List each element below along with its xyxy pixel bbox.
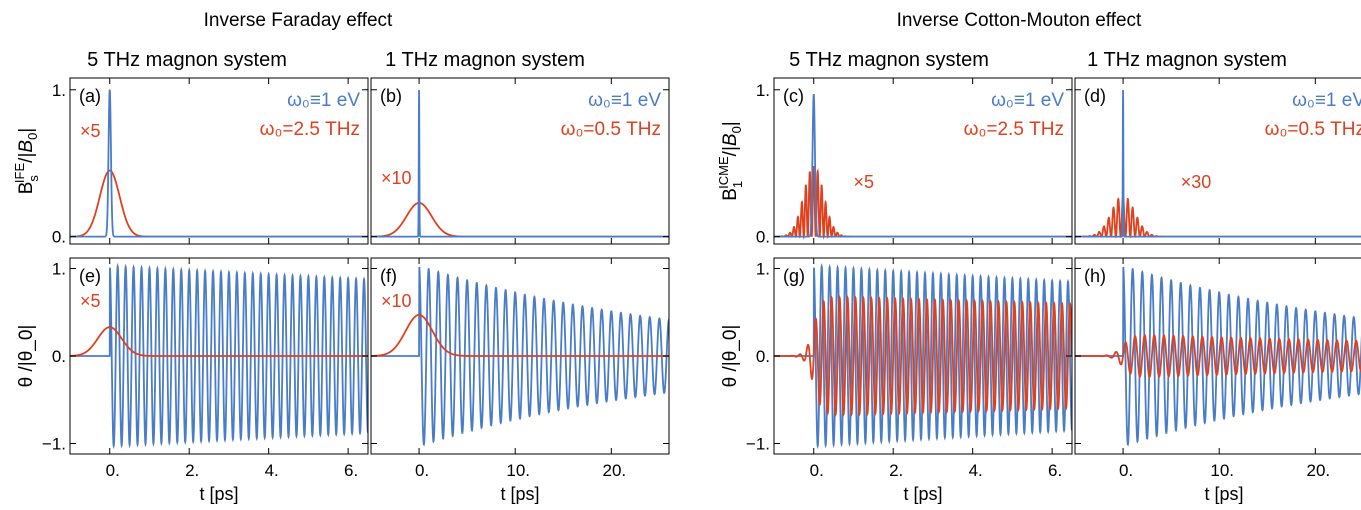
scale-annotation: ×10	[381, 291, 412, 311]
series-line-c-1	[774, 94, 1072, 238]
panel-d: (d) ω₀≡1 eV ω₀=0.5 THz ×30	[1074, 77, 1361, 245]
panel-b: (b) ω₀≡1 eV ω₀=0.5 THz ×10	[370, 77, 670, 245]
y-axis-label: B1ICME/|B0|	[716, 121, 745, 201]
plot-frame-b	[370, 77, 670, 245]
legend-entry: ω₀≡1 eV	[287, 90, 360, 111]
series-line-a-1	[70, 89, 368, 238]
series-line-g-1	[774, 263, 1072, 450]
scale-annotation: ×5	[80, 121, 101, 141]
y-tick-label: 1.	[756, 81, 770, 100]
plot-frame-c	[773, 77, 1073, 245]
legend-entry: ω₀=0.5 THz	[561, 119, 661, 140]
column-title-2: 1 THz magnon system	[385, 49, 585, 71]
scale-annotation: ×10	[381, 168, 412, 188]
series-line-d-1	[1075, 89, 1361, 238]
y-tick-label: 0.	[756, 347, 770, 366]
scale-annotation: ×30	[1181, 172, 1212, 192]
panel-label: (c)	[783, 86, 804, 106]
scale-annotation: ×5	[80, 291, 101, 311]
section-title-icme: Inverse Cotton-Mouton effect	[897, 10, 1142, 31]
panel-label: (f)	[380, 266, 397, 286]
legend-entry: ω₀≡1 eV	[991, 90, 1064, 111]
series-line-f-2	[371, 313, 669, 357]
x-axis-label: t [ps]	[500, 484, 539, 504]
y-tick-label: 0.	[52, 228, 66, 247]
section-title-ife: Inverse Faraday effect	[204, 10, 393, 31]
x-tick-label: 0.	[106, 461, 120, 480]
y-axis-label: θ /|θ_0|	[720, 325, 741, 388]
x-axis-label: t [ps]	[199, 484, 238, 504]
x-tick-label: 6.	[344, 461, 358, 480]
panel-label: (d)	[1084, 86, 1106, 106]
panel-f: 0. 10. 20. (f) ×10 t [ps]	[370, 257, 670, 504]
x-tick-label: 20.	[603, 461, 627, 480]
x-tick-label: 4.	[265, 461, 279, 480]
panel-a: 0. 1. (a) ω₀≡1 eV ω₀=2.5 THz ×5 BsIFE/|B0|	[12, 77, 369, 247]
series-line-f-1	[371, 266, 669, 447]
x-tick-label: 0.	[810, 461, 824, 480]
x-tick-label: 20.	[1307, 461, 1331, 480]
panel-label: (a)	[79, 86, 101, 106]
x-tick-label: 2.	[889, 461, 903, 480]
column-title-4: 1 THz magnon system	[1087, 49, 1287, 71]
y-tick-label: −1.	[746, 435, 770, 454]
x-tick-label: 0.	[415, 461, 429, 480]
x-tick-label: 10.	[1210, 461, 1234, 480]
plot-frame-d	[1074, 77, 1361, 245]
y-tick-label: 1.	[756, 260, 770, 279]
x-axis-label: t [ps]	[1204, 484, 1243, 504]
series-line-c-2	[774, 165, 1072, 240]
y-tick-label: 1.	[52, 260, 66, 279]
column-title-3: 5 THz magnon system	[789, 49, 989, 71]
series-line-h-2	[1075, 334, 1361, 378]
legend-entry: ω₀=2.5 THz	[964, 119, 1064, 140]
column-title-1: 5 THz magnon system	[87, 49, 287, 71]
series-line-a-2	[70, 169, 368, 238]
legend-entry: ω₀=0.5 THz	[1265, 119, 1361, 140]
series-line-e-2	[70, 326, 368, 357]
x-axis-label: t [ps]	[903, 484, 942, 504]
legend-entry: ω₀=2.5 THz	[260, 119, 360, 140]
panel-label: (b)	[380, 86, 402, 106]
x-tick-label: 0.	[1119, 461, 1133, 480]
y-axis-label: θ /|θ_0|	[16, 325, 37, 388]
y-tick-label: 0.	[756, 228, 770, 247]
y-axis-label: BsIFE/|B0|	[12, 128, 41, 195]
x-tick-label: 6.	[1048, 461, 1062, 480]
series-line-b-2	[371, 201, 669, 238]
x-tick-label: 4.	[969, 461, 983, 480]
legend-entry: ω₀≡1 eV	[588, 90, 661, 111]
plot-frame-a	[69, 77, 369, 245]
y-tick-label: −1.	[42, 435, 66, 454]
series-line-b-1	[371, 89, 669, 238]
chart-panels: 0. 1. (a) ω₀≡1 eV ω₀=2.5 THz ×5 BsIFE/|B0| (b) ω…	[12, 77, 1361, 504]
panel-h: 0. 10. 20. (h) t [ps]	[1074, 257, 1361, 504]
panel-label: (g)	[783, 266, 805, 286]
series-line-d-2	[1075, 193, 1361, 239]
scale-annotation: ×5	[853, 172, 874, 192]
y-tick-label: 1.	[52, 81, 66, 100]
series-line-g-2	[774, 295, 1072, 417]
legend-entry: ω₀≡1 eV	[1292, 90, 1361, 111]
x-tick-label: 2.	[185, 461, 199, 480]
y-tick-label: 0.	[52, 347, 66, 366]
series-line-h-1	[1075, 266, 1361, 447]
panel-label: (e)	[79, 266, 101, 286]
panel-c: 0. 1. (c) ω₀≡1 eV ω₀=2.5 THz ×5 B1ICME/|B0|	[716, 77, 1073, 247]
panel-g: 0. 2. 4. 6. −1. 0. 1. (g) t [ps] θ /|θ_0|	[720, 257, 1073, 504]
x-tick-label: 10.	[506, 461, 530, 480]
panel-label: (h)	[1084, 266, 1106, 286]
panel-e: 0. 2. 4. 6. −1. 0. 1. (e) ×5 t [ps] θ /|θ_0|	[16, 257, 369, 504]
